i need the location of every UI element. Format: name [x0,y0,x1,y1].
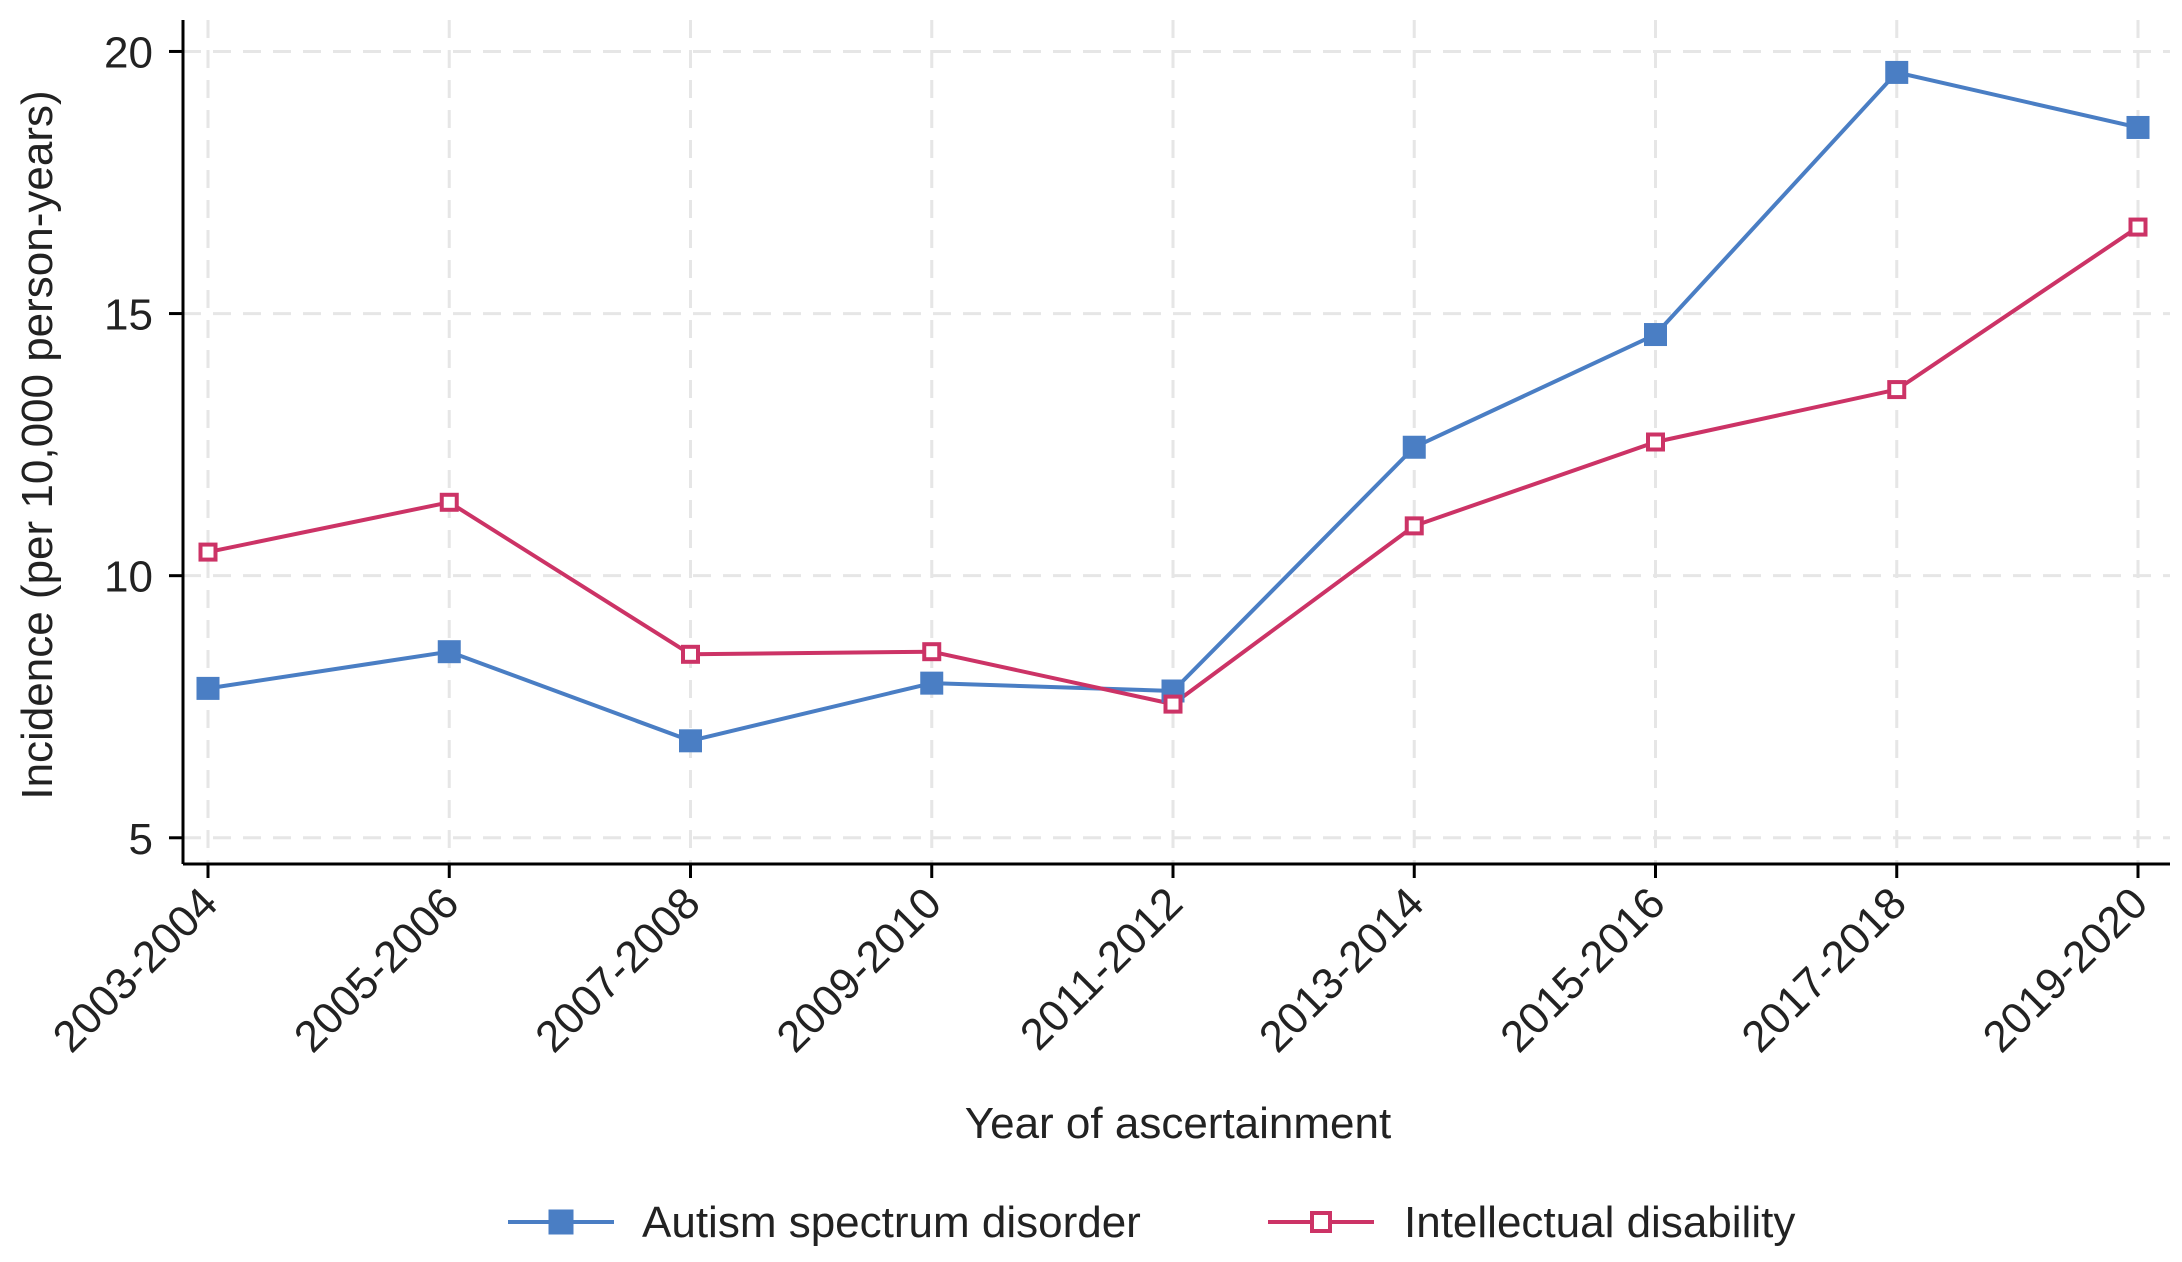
axes [181,20,2170,866]
data-point-intellectual [198,542,218,562]
data-point-autism [1402,435,1426,459]
data-point-intellectual [1404,516,1424,536]
x-tick-label: 2009-2010 [767,878,950,1061]
legend-item-intellectual: Intellectual disability [1268,1198,1795,1247]
legend: Autism spectrum disorder Intellectual di… [508,1198,1795,1247]
legend-swatch-marker-autism [548,1209,574,1235]
y-tick-label: 15 [104,291,153,340]
y-tick-label: 10 [104,553,153,602]
data-point-autism [437,640,461,664]
gridlines [183,20,2170,864]
x-axis-ticks: 2003-2004 2005-2006 2007-2008 2009-2010 2011… [44,864,2157,1062]
x-tick-label: 2015-2016 [1491,878,1674,1061]
data-point-intellectual [2128,217,2148,237]
y-axis-title: Incidence (per 10,000 person-years) [13,90,62,799]
data-point-autism [1885,60,1909,84]
y-tick-label: 5 [129,815,153,864]
legend-item-autism: Autism spectrum disorder [508,1198,1141,1247]
legend-label-intellectual: Intellectual disability [1404,1198,1795,1247]
x-tick-label: 2019-2020 [1974,878,2157,1061]
y-axis-ticks: 5 10 15 20 [104,28,183,864]
x-tick-label: 2011-2012 [1011,878,1192,1059]
x-axis-title: Year of ascertainment [965,1099,1391,1148]
x-tick-label: 2017-2018 [1732,878,1915,1061]
data-point-intellectual [681,644,700,664]
y-tick-label: 20 [104,28,153,77]
data-point-intellectual [1646,432,1665,452]
data-point-intellectual [1163,694,1183,714]
data-point-autism [679,729,702,753]
data-point-autism [2126,115,2150,139]
x-tick-label: 2005-2006 [285,878,468,1061]
series-markers [196,60,2150,753]
legend-swatch-marker-intellectual [1310,1211,1332,1233]
data-point-intellectual [922,642,942,662]
x-tick-label: 2007-2008 [526,878,709,1061]
x-tick-label: 2003-2004 [44,878,227,1061]
data-point-autism [920,671,944,695]
legend-label-autism: Autism spectrum disorder [642,1198,1141,1247]
x-tick-label: 2013-2014 [1250,878,1433,1061]
data-point-intellectual [439,492,459,512]
data-point-intellectual [1887,380,1907,400]
data-point-autism [1644,323,1667,347]
data-point-autism [196,676,220,700]
